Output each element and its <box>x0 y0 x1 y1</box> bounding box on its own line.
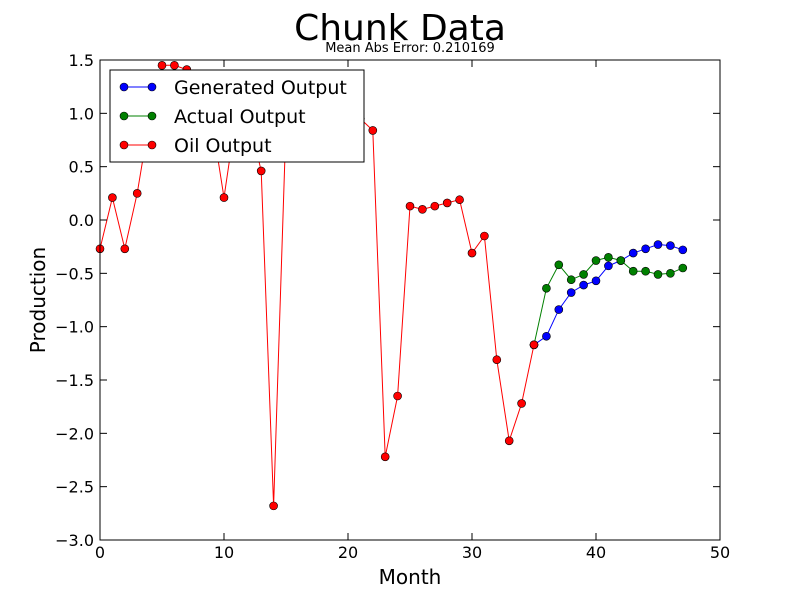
data-point <box>641 244 650 254</box>
data-point <box>455 195 464 205</box>
series-line <box>533 256 683 345</box>
legend-marker <box>147 111 157 121</box>
data-point <box>157 61 167 70</box>
data-point <box>653 240 663 249</box>
data-point <box>517 399 526 408</box>
data-point <box>653 270 663 279</box>
data-point <box>269 501 278 511</box>
data-point <box>120 244 130 254</box>
data-point <box>492 355 502 365</box>
data-point <box>542 283 551 293</box>
data-point <box>554 260 564 270</box>
data-point <box>666 241 675 250</box>
data-point <box>108 193 117 202</box>
data-point <box>393 391 402 401</box>
data-point <box>579 270 588 279</box>
data-point <box>256 166 266 176</box>
x-tick-label: 50 <box>710 543 730 562</box>
data-point <box>566 275 576 285</box>
data-point <box>542 331 551 341</box>
data-point <box>430 201 440 211</box>
data-point <box>170 61 179 70</box>
data-point <box>678 245 688 255</box>
y-axis-label: Production <box>26 247 50 353</box>
y-tick-label: −1.0 <box>55 318 94 337</box>
data-point <box>442 198 452 208</box>
data-point <box>591 256 601 265</box>
y-tick-label: −1.5 <box>55 371 94 390</box>
x-tick-label: 30 <box>462 543 482 562</box>
data-point <box>591 276 601 286</box>
chart-title: Chunk Data <box>294 8 506 49</box>
x-tick-label: 0 <box>95 543 105 562</box>
x-axis-label: Month <box>379 565 442 589</box>
y-tick-label: 0.0 <box>69 211 94 230</box>
data-point <box>628 266 638 276</box>
legend-marker <box>119 82 129 92</box>
data-point <box>604 261 613 271</box>
data-point <box>219 193 229 202</box>
x-tick-label: 10 <box>214 543 234 562</box>
y-tick-label: −2.0 <box>55 424 94 443</box>
data-point <box>368 126 378 135</box>
y-tick-label: 1.0 <box>69 104 94 123</box>
x-tick-label: 40 <box>586 543 606 562</box>
y-tick-label: −2.5 <box>55 478 94 497</box>
plot-frame <box>99 59 721 541</box>
x-axis: 0 10 20 30 40 50 <box>95 60 730 562</box>
data-point <box>666 269 675 278</box>
y-tick-label: −0.5 <box>55 264 94 283</box>
data-point <box>678 263 688 273</box>
y-tick-label: 1.5 <box>69 51 94 70</box>
data-point <box>380 452 390 462</box>
legend-marker <box>147 140 157 150</box>
data-point <box>616 256 626 265</box>
data-point <box>604 253 613 262</box>
legend-label: Generated Output <box>174 77 347 99</box>
legend-marker <box>147 82 157 92</box>
x-tick-label: 20 <box>338 543 358 562</box>
y-tick-label: 0.5 <box>69 158 94 177</box>
data-point <box>566 288 576 297</box>
data-point <box>480 231 489 241</box>
data-point <box>504 436 514 446</box>
data-point <box>641 266 650 276</box>
chart-subtitle: Mean Abs Error: 0.210169 <box>325 41 495 56</box>
legend-marker <box>119 140 129 150</box>
y-axis: 1.5 1.0 0.5 0.0 −0.5 −1.0 −1.5 −2.0 −2.5 −3.0 <box>55 51 720 550</box>
data-point <box>467 248 477 258</box>
y-tick-label: −3.0 <box>55 531 94 550</box>
data-point <box>579 280 588 290</box>
data-point <box>529 340 539 350</box>
legend-label: Oil Output <box>174 135 272 157</box>
data-point <box>405 201 415 211</box>
legend-marker <box>119 111 129 121</box>
legend-label: Actual Output <box>174 106 306 128</box>
data-point <box>554 305 564 314</box>
data-point <box>132 189 142 198</box>
data-point <box>628 248 638 258</box>
legend: Generated Output Actual Output Oil Output <box>109 69 365 163</box>
data-point <box>418 205 427 214</box>
